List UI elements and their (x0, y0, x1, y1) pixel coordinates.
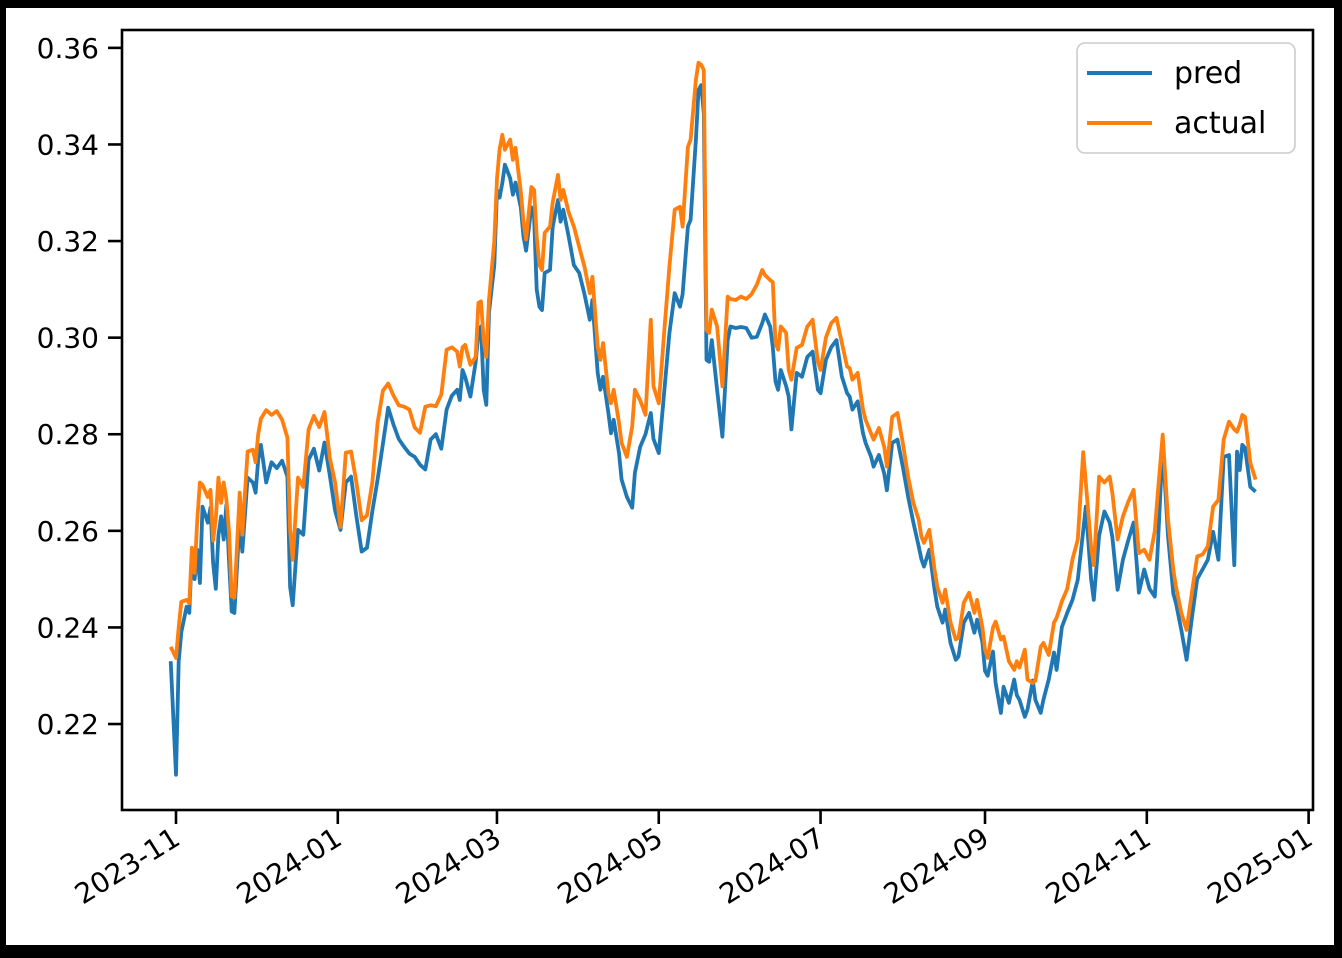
x-tick-label: 2024-11 (1040, 821, 1157, 911)
y-tick-label: 0.34 (37, 128, 99, 161)
y-tick-label: 0.24 (37, 611, 99, 644)
x-axis-ticks: 2023-11 2024-01 2024-03 2024-05 2024-07 2024-… (69, 810, 1318, 911)
legend-label-actual: actual (1174, 106, 1266, 141)
y-tick-label: 0.28 (37, 418, 99, 451)
y-tick-label: 0.36 (37, 32, 99, 65)
x-tick-label: 2025-01 (1202, 821, 1319, 911)
axes-spines (120, 28, 1315, 812)
y-tick-label: 0.32 (37, 225, 99, 258)
y-tick-label: 0.30 (37, 322, 99, 355)
legend-box (1076, 42, 1296, 154)
x-tick-label: 2024-07 (714, 821, 831, 911)
y-tick-label: 0.22 (37, 708, 99, 741)
x-tick-label: 2024-01 (231, 821, 348, 911)
legend-label-pred: pred (1174, 56, 1242, 91)
x-tick-label: 2024-03 (390, 821, 507, 911)
legend: pred actual (1076, 42, 1296, 154)
x-tick-label: 2024-09 (878, 821, 995, 911)
series-lines (168, 60, 1258, 777)
y-axis-ticks: 0.36 0.34 0.32 0.30 0.28 0.26 0.24 0.22 (37, 32, 122, 741)
x-tick-label: 2023-11 (69, 821, 186, 911)
series-line-pred (168, 83, 1257, 777)
series-line-actual (168, 60, 1258, 685)
y-tick-label: 0.26 (37, 515, 99, 548)
x-tick-label: 2024-05 (552, 821, 669, 911)
